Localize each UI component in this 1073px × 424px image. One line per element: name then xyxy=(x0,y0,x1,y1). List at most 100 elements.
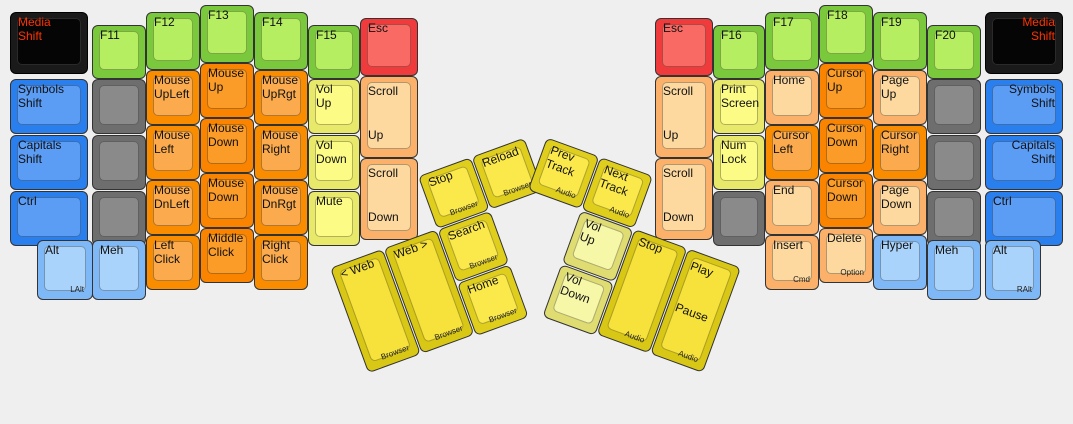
key-label: Mouse Right xyxy=(262,128,299,156)
key-r-capitals-shift[interactable]: Capitals Shift xyxy=(985,135,1063,190)
key-r-cursor-down-b[interactable]: Cursor Down xyxy=(819,173,873,228)
key-cap xyxy=(367,164,411,231)
key-r-alt[interactable]: Alt RAlt xyxy=(985,240,1041,300)
key-cap xyxy=(934,85,974,125)
key-l-scroll-down[interactable]: Scroll Down xyxy=(360,158,418,240)
key-r-delete[interactable]: Delete Option xyxy=(819,228,873,283)
key-l-blank-2[interactable] xyxy=(92,135,146,190)
key-label: Alt xyxy=(993,243,1008,257)
key-r-cursor-left[interactable]: Cursor Left xyxy=(765,125,819,180)
key-r-insert[interactable]: Insert Cmd xyxy=(765,235,819,290)
key-r-scroll-up[interactable]: Scroll Up xyxy=(655,76,713,158)
key-l-mouse-left[interactable]: Mouse Left xyxy=(146,125,200,180)
key-cap xyxy=(880,18,920,61)
key-label: Left Click xyxy=(154,238,180,266)
key-cap xyxy=(772,131,812,171)
key-label: End xyxy=(773,183,795,197)
key-label: Mouse Down xyxy=(208,176,245,204)
key-l-ctrl[interactable]: Ctrl xyxy=(10,191,88,246)
key-r-symbols-shift[interactable]: Symbols Shift xyxy=(985,79,1063,134)
key-l-vol-down[interactable]: Vol Down xyxy=(308,135,360,190)
key-cap xyxy=(153,241,193,281)
key-cap xyxy=(772,18,812,61)
key-cap xyxy=(826,124,866,164)
key-r-blank-1[interactable] xyxy=(927,79,981,134)
key-label: Mouse Left xyxy=(154,128,191,156)
key-r-f17[interactable]: F17 xyxy=(765,12,819,70)
key-l-f14[interactable]: F14 xyxy=(254,12,308,70)
key-r-num-lock[interactable]: Num Lock xyxy=(713,135,765,190)
key-cap xyxy=(261,18,301,61)
key-l-mouse-dnrgt[interactable]: Mouse DnRgt xyxy=(254,180,308,235)
key-label: Scroll Down xyxy=(368,166,399,224)
key-cap xyxy=(153,186,193,226)
key-l-left-click[interactable]: Left Click xyxy=(146,235,200,290)
key-r-esc[interactable]: Esc xyxy=(655,18,713,76)
key-sublabel: Option xyxy=(840,268,864,277)
key-label: F19 xyxy=(881,15,902,29)
key-label: Symbols Shift xyxy=(18,82,65,110)
key-r-meh[interactable]: Meh xyxy=(927,240,981,300)
key-cap xyxy=(17,18,81,65)
key-label: Mouse Up xyxy=(208,66,245,94)
key-cap xyxy=(772,76,812,116)
key-l-f12[interactable]: F12 xyxy=(146,12,200,70)
key-cap xyxy=(17,141,81,181)
key-r-f20[interactable]: F20 xyxy=(927,25,981,79)
key-l-mouse-uprgt[interactable]: Mouse UpRgt xyxy=(254,70,308,125)
key-label: Cursor Up xyxy=(827,66,864,94)
key-cap xyxy=(207,234,247,274)
key-r-hyper[interactable]: Hyper xyxy=(873,235,927,290)
key-cap xyxy=(44,246,86,291)
key-r-blank-0[interactable] xyxy=(713,191,765,246)
key-r-blank-3[interactable] xyxy=(927,191,981,246)
key-l-symbols-shift[interactable]: Symbols Shift xyxy=(10,79,88,134)
key-l-media-shift[interactable]: Media Shift xyxy=(10,12,88,74)
key-l-blank-1[interactable] xyxy=(92,79,146,134)
key-l-blank-3[interactable] xyxy=(92,191,146,246)
key-r-end[interactable]: End xyxy=(765,180,819,235)
key-l-mouse-down-b[interactable]: Mouse Down xyxy=(200,173,254,228)
key-cap xyxy=(826,69,866,109)
key-r-cursor-down-a[interactable]: Cursor Down xyxy=(819,118,873,173)
key-l-capitals-shift[interactable]: Capitals Shift xyxy=(10,135,88,190)
key-l-scroll-up[interactable]: Scroll Up xyxy=(360,76,418,158)
key-r-print-screen[interactable]: Print Screen xyxy=(713,79,765,134)
key-r-f19[interactable]: F19 xyxy=(873,12,927,70)
key-cap xyxy=(261,241,301,281)
key-l-mouse-right[interactable]: Mouse Right xyxy=(254,125,308,180)
key-sublabel: RAlt xyxy=(1016,285,1032,294)
key-r-f18[interactable]: F18 xyxy=(819,5,873,63)
key-label: Insert xyxy=(773,238,804,252)
key-l-alt[interactable]: Alt LAlt xyxy=(37,240,93,300)
key-l-f11[interactable]: F11 xyxy=(92,25,146,79)
key-l-vol-up[interactable]: Vol Up xyxy=(308,79,360,134)
key-l-mouse-up[interactable]: Mouse Up xyxy=(200,63,254,118)
key-cap xyxy=(934,197,974,237)
key-l-f15[interactable]: F15 xyxy=(308,25,360,79)
key-cap xyxy=(662,164,706,231)
key-l-f13[interactable]: F13 xyxy=(200,5,254,63)
key-cap xyxy=(992,141,1056,181)
key-cap xyxy=(99,31,139,70)
key-l-mouse-dnleft[interactable]: Mouse DnLeft xyxy=(146,180,200,235)
key-r-cursor-up[interactable]: Cursor Up xyxy=(819,63,873,118)
key-r-blank-2[interactable] xyxy=(927,135,981,190)
key-l-mute[interactable]: Mute xyxy=(308,191,360,246)
key-l-mouse-upleft[interactable]: Mouse UpLeft xyxy=(146,70,200,125)
key-r-f16[interactable]: F16 xyxy=(713,25,765,79)
key-l-middle-click[interactable]: Middle Click xyxy=(200,228,254,283)
key-r-scroll-down[interactable]: Scroll Down xyxy=(655,158,713,240)
key-r-cursor-right[interactable]: Cursor Right xyxy=(873,125,927,180)
key-l-meh[interactable]: Meh xyxy=(92,240,146,300)
key-label: F11 xyxy=(100,28,120,42)
key-l-esc[interactable]: Esc xyxy=(360,18,418,76)
key-r-page-up[interactable]: Page Up xyxy=(873,70,927,125)
key-r-home[interactable]: Home xyxy=(765,70,819,125)
key-r-ctrl[interactable]: Ctrl xyxy=(985,191,1063,246)
key-r-page-down[interactable]: Page Down xyxy=(873,180,927,235)
key-l-mouse-down-a[interactable]: Mouse Down xyxy=(200,118,254,173)
key-l-right-click[interactable]: Right Click xyxy=(254,235,308,290)
key-cap xyxy=(207,69,247,109)
key-r-media-shift[interactable]: Media Shift xyxy=(985,12,1063,74)
